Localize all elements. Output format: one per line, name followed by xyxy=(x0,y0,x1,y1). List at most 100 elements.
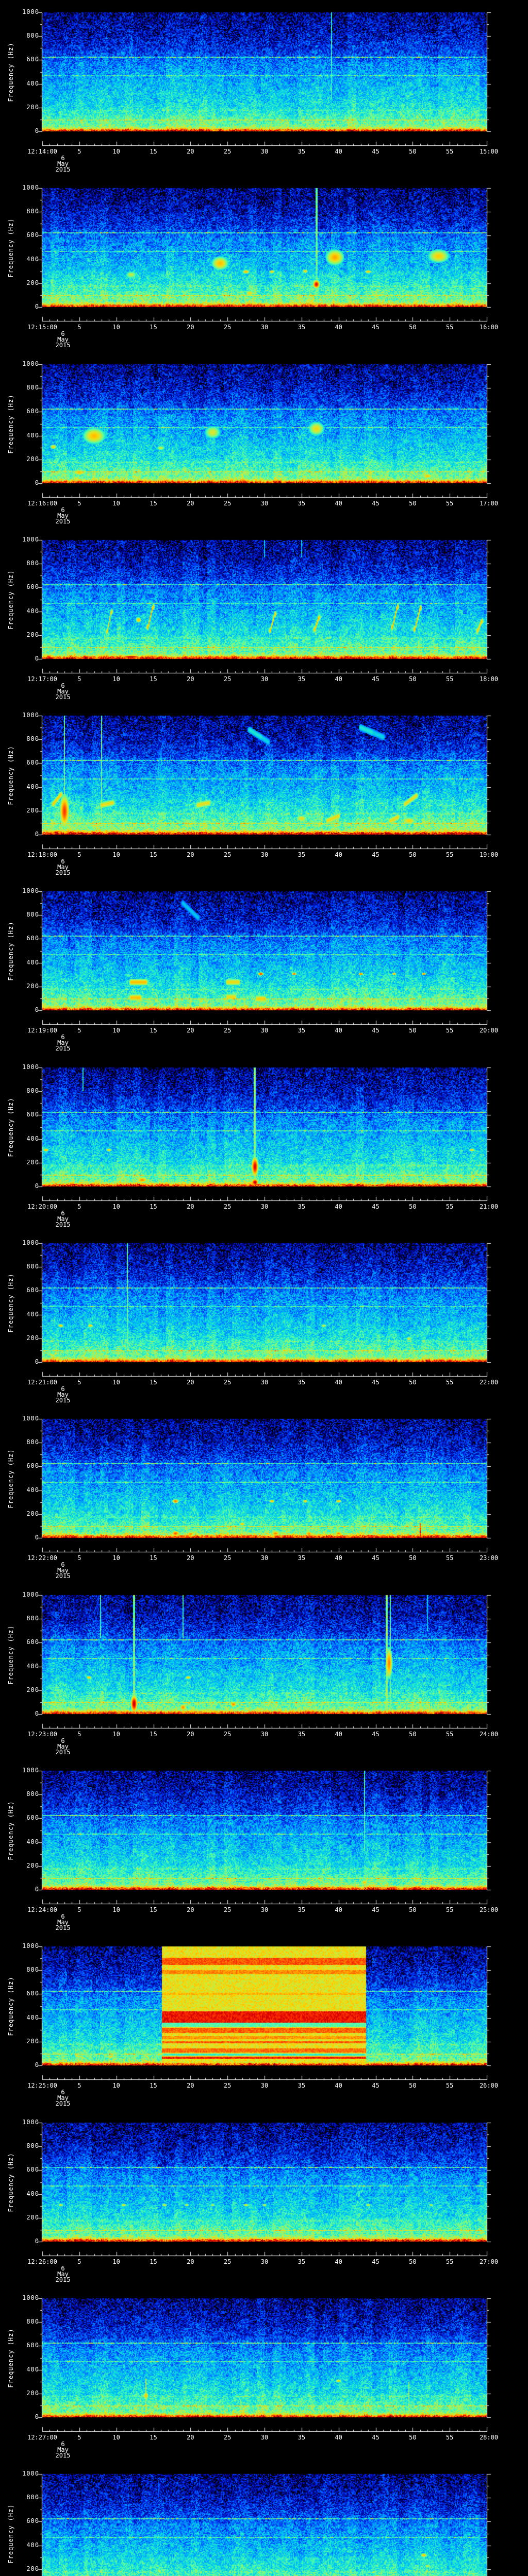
spectrogram-canvas xyxy=(0,352,528,528)
y-tick-label: 400 xyxy=(26,2014,39,2021)
y-tick-label: 600 xyxy=(26,1286,39,1294)
spectrogram-panel: Frequency (Hz) 1000 800 600 400 200 0 12:20:00 5… xyxy=(0,1055,528,1231)
x-tick-label: 45 xyxy=(372,1203,380,1210)
x-tick-label: 5 xyxy=(77,148,81,155)
x-tick-label: 25 xyxy=(223,148,232,155)
end-time-label: 23:00 xyxy=(479,1554,499,1562)
x-tick-label: 30 xyxy=(260,1027,269,1034)
x-tick-label: 10 xyxy=(112,324,120,331)
y-tick-label: 400 xyxy=(26,1311,39,1318)
y-tick-label: 400 xyxy=(26,959,39,966)
y-tick-label: 1000 xyxy=(22,8,39,15)
x-tick-label: 25 xyxy=(223,2258,232,2265)
x-tick-label: 15 xyxy=(150,1379,157,1386)
x-tick-label: 20 xyxy=(187,2434,194,2441)
y-tick-label: 200 xyxy=(26,807,39,814)
spectrogram-canvas xyxy=(0,2286,528,2462)
x-tick-label: 20 xyxy=(187,2082,194,2089)
spectrogram-canvas xyxy=(0,1934,528,2110)
x-tick-label: 30 xyxy=(260,2434,269,2441)
spectrogram-canvas xyxy=(0,879,528,1055)
x-tick-label: 35 xyxy=(298,2258,306,2265)
y-tick-label: 0 xyxy=(35,831,39,838)
start-time-label: 12:27:00 xyxy=(27,2434,57,2441)
x-tick-label: 25 xyxy=(223,675,232,683)
x-tick-label: 40 xyxy=(335,500,342,507)
x-tick-label: 15 xyxy=(150,675,157,683)
y-tick-label: 600 xyxy=(26,1111,39,1118)
y-tick-label: 0 xyxy=(35,2238,39,2245)
y-tick-label: 0 xyxy=(35,2413,39,2420)
y-tick-label: 400 xyxy=(26,2190,39,2197)
date-line: 2015 xyxy=(55,1572,71,1580)
end-time-label: 17:00 xyxy=(479,500,499,507)
x-tick-label: 40 xyxy=(335,2082,342,2089)
start-time-label: 12:25:00 xyxy=(27,2082,57,2089)
x-tick-label: 30 xyxy=(260,148,269,155)
x-tick-label: 25 xyxy=(223,2434,232,2441)
y-tick-label: 800 xyxy=(26,2494,39,2501)
start-time-label: 12:22:00 xyxy=(27,1554,57,1562)
y-tick-label: 0 xyxy=(35,1182,39,1190)
y-tick-label: 200 xyxy=(26,1334,39,1342)
x-tick-label: 55 xyxy=(446,2434,454,2441)
date-line: 6 xyxy=(61,2089,65,2096)
y-axis-title: Frequency (Hz) xyxy=(7,2504,14,2564)
y-tick-label: 1000 xyxy=(22,1942,39,1950)
x-tick-label: 35 xyxy=(298,675,306,683)
date-line: 6 xyxy=(61,858,65,865)
x-tick-label: 40 xyxy=(335,675,342,683)
x-tick-label: 10 xyxy=(112,851,120,858)
date-line: 6 xyxy=(61,330,65,337)
x-tick-label: 55 xyxy=(446,675,454,683)
spectrogram-canvas xyxy=(0,1406,528,1582)
y-tick-label: 800 xyxy=(26,560,39,567)
x-tick-label: 55 xyxy=(446,500,454,507)
y-tick-label: 600 xyxy=(26,1990,39,1997)
start-time-label: 12:18:00 xyxy=(27,851,57,858)
y-tick-label: 600 xyxy=(26,583,39,590)
x-tick-label: 15 xyxy=(150,1554,157,1562)
y-tick-label: 600 xyxy=(26,2166,39,2173)
end-time-label: 22:00 xyxy=(479,1379,499,1386)
x-tick-label: 20 xyxy=(187,148,194,155)
spectrogram-canvas xyxy=(0,176,528,351)
y-tick-label: 800 xyxy=(26,1438,39,1446)
x-tick-label: 10 xyxy=(112,500,120,507)
x-tick-label: 5 xyxy=(77,1027,81,1034)
date-line: 2015 xyxy=(55,1045,71,1052)
x-tick-label: 25 xyxy=(223,851,232,858)
date-line: 6 xyxy=(61,506,65,514)
x-tick-label: 35 xyxy=(298,500,306,507)
x-tick-label: 45 xyxy=(372,1731,380,1738)
y-tick-label: 200 xyxy=(26,455,39,463)
y-axis-title: Frequency (Hz) xyxy=(7,570,14,630)
date-line: 2015 xyxy=(55,518,71,525)
x-tick-label: 20 xyxy=(187,2258,194,2265)
x-tick-label: 50 xyxy=(409,675,417,683)
x-tick-label: 50 xyxy=(409,148,417,155)
date-line: 2015 xyxy=(55,2276,71,2283)
x-tick-label: 55 xyxy=(446,1027,454,1034)
y-tick-label: 800 xyxy=(26,32,39,39)
x-tick-label: 30 xyxy=(260,2082,269,2089)
y-tick-label: 600 xyxy=(26,2342,39,2349)
x-tick-label: 55 xyxy=(446,2082,454,2089)
y-tick-label: 400 xyxy=(26,1135,39,1142)
x-tick-label: 55 xyxy=(446,1554,454,1562)
end-time-label: 28:00 xyxy=(479,2434,499,2441)
x-tick-label: 40 xyxy=(335,148,342,155)
start-time-label: 12:23:00 xyxy=(27,1731,57,1738)
x-tick-label: 45 xyxy=(372,500,380,507)
x-tick-label: 25 xyxy=(223,1906,232,1913)
x-tick-label: 45 xyxy=(372,1554,380,1562)
x-tick-label: 15 xyxy=(150,500,157,507)
start-time-label: 12:14:00 xyxy=(27,148,57,155)
x-tick-label: 20 xyxy=(187,1554,194,1562)
x-tick-label: 50 xyxy=(409,1554,417,1562)
y-tick-label: 200 xyxy=(26,1862,39,1869)
x-tick-label: 5 xyxy=(77,1379,81,1386)
y-tick-label: 800 xyxy=(26,735,39,742)
spectrogram-panel: Frequency (Hz) 1000 800 600 400 200 0 12:24:00 5… xyxy=(0,1758,528,1934)
